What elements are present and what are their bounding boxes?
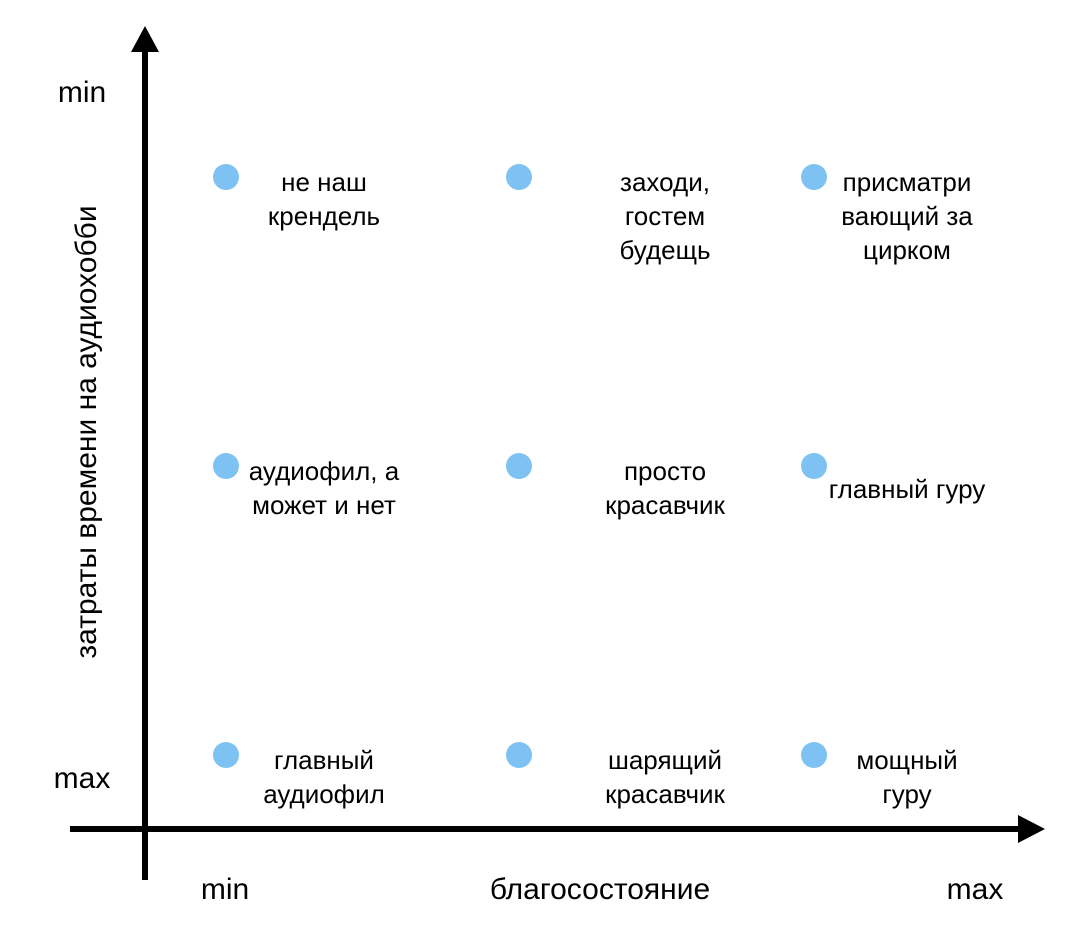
point-marker (801, 164, 827, 190)
point-label-line: присматри (843, 167, 972, 197)
point-label: аудиофил, а может и нет (249, 456, 400, 520)
point-label-line: будещь (619, 235, 710, 265)
data-point: не наш крендель (213, 164, 380, 231)
point-label: заходи, гостем будещь (619, 167, 710, 265)
point-label: мощный гуру (856, 745, 957, 809)
point-label-line: аудиофил (263, 779, 385, 809)
point-marker (801, 453, 827, 479)
point-label: просто красавчик (605, 456, 725, 520)
data-points: не наш крендель заходи, гостем будещь присмат… (213, 164, 985, 809)
point-label-line: гуру (882, 779, 931, 809)
data-point: заходи, гостем будещь (506, 164, 711, 265)
data-point: главный гуру (801, 453, 985, 504)
data-point: главный аудиофил (213, 742, 385, 809)
point-marker (213, 164, 239, 190)
point-marker (506, 453, 532, 479)
y-tick-label-bottom: max (54, 762, 111, 795)
point-label: шарящий красавчик (605, 745, 725, 809)
x-axis-title: благосостояние (490, 873, 710, 906)
point-label: главный гуру (829, 474, 986, 504)
point-marker (213, 453, 239, 479)
point-label: присматри вающий за цирком (841, 167, 973, 265)
x-axis (70, 815, 1045, 843)
point-label-line: гостем (625, 201, 705, 231)
point-label-line: вающий за (841, 201, 973, 231)
point-label-line: цирком (863, 235, 951, 265)
data-point: присматри вающий за цирком (801, 164, 973, 265)
y-axis-arrowhead (131, 26, 159, 52)
point-marker (506, 742, 532, 768)
point-label: не наш крендель (268, 167, 380, 231)
data-point: просто красавчик (506, 453, 726, 520)
data-point: аудиофил, а может и нет (213, 453, 400, 520)
point-label-line: может и нет (252, 490, 396, 520)
point-label-line: крендель (268, 201, 380, 231)
point-label-line: красавчик (605, 490, 725, 520)
x-axis-arrowhead (1018, 815, 1045, 843)
point-label-line: заходи, (620, 167, 710, 197)
point-label-line: главный (274, 745, 374, 775)
y-tick-label-top: min (58, 76, 106, 109)
point-label-line: шарящий (608, 745, 722, 775)
x-tick-label-right: max (947, 873, 1004, 906)
point-marker (801, 742, 827, 768)
y-axis (131, 26, 159, 880)
point-label-line: не наш (281, 167, 367, 197)
y-axis-title: затраты времени на аудиохобби (70, 205, 103, 658)
point-label-line: аудиофил, а (249, 456, 400, 486)
point-label: главный аудиофил (263, 745, 385, 809)
point-label-line: просто (624, 456, 706, 486)
data-point: шарящий красавчик (506, 742, 726, 809)
data-point: мощный гуру (801, 742, 958, 809)
point-label-line: красавчик (605, 779, 725, 809)
point-marker (213, 742, 239, 768)
x-tick-label-left: min (201, 873, 249, 906)
point-label-line: главный гуру (829, 474, 986, 504)
point-marker (506, 164, 532, 190)
point-label-line: мощный (856, 745, 957, 775)
